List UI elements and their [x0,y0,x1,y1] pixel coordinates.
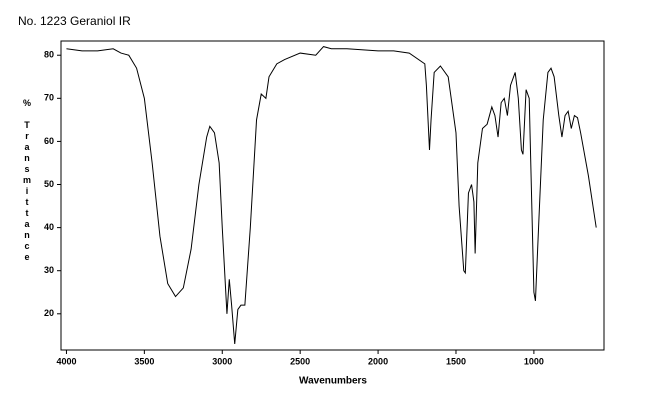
x-tick-label: 3500 [134,356,154,366]
chart-title: No. 1223 Geraniol IR [18,14,131,28]
y-tick-label: 40 [44,222,54,232]
spectrum-line [66,46,597,345]
x-tick-label: 2000 [368,356,388,366]
x-tick-label: 3000 [212,356,232,366]
plot-frame [60,40,605,351]
x-axis-label: Wavenumbers [299,376,367,387]
y-tick-label: 60 [44,136,54,146]
y-tick-label: 70 [44,93,54,103]
y-tick-label: 20 [44,308,54,318]
x-tick-label: 1000 [524,356,544,366]
y-tick-label: 50 [44,179,54,189]
y-tick-label: 30 [44,265,54,275]
x-tick-label: 2500 [290,356,310,366]
x-tick-label: 4000 [56,356,76,366]
y-axis-label: % Transmittance [22,98,32,263]
y-tick-label: 80 [44,50,54,60]
x-tick-label: 1500 [446,356,466,366]
